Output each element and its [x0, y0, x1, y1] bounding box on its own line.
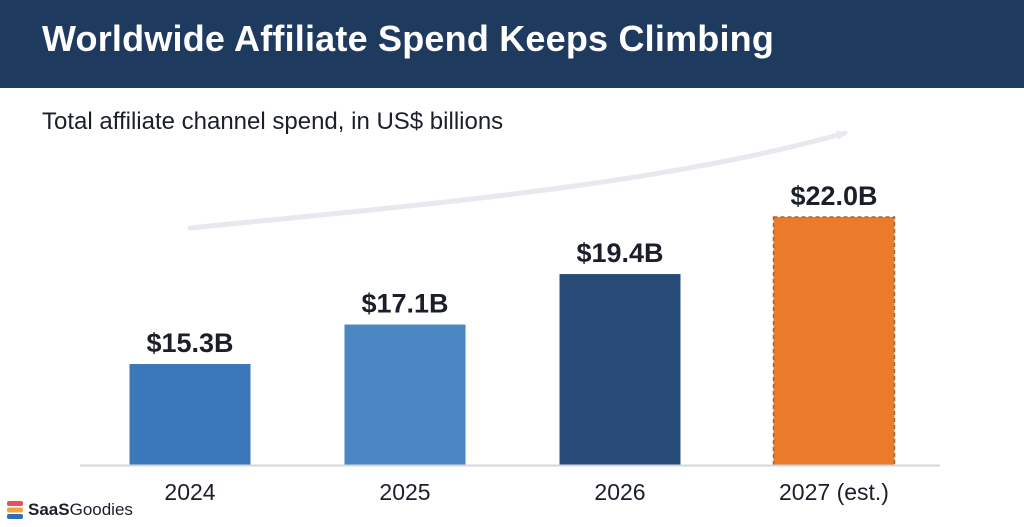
bar-2024 — [129, 364, 251, 465]
x-tick-label: 2024 — [164, 479, 215, 505]
x-tick-label: 2026 — [594, 479, 645, 505]
bar-2025 — [344, 324, 466, 465]
header-bar: Worldwide Affiliate Spend Keeps Climbing — [0, 0, 1024, 88]
data-label: $22.0B — [790, 181, 877, 211]
data-label: $17.1B — [361, 289, 448, 319]
data-label: $15.3B — [146, 328, 233, 358]
chart-subtitle: Total affiliate channel spend, in US$ bi… — [42, 108, 504, 135]
brand-name-regular: Goodies — [69, 500, 133, 519]
bar-2027 — [772, 216, 896, 466]
x-tick-label: 2027 (est.) — [779, 479, 889, 505]
brand-name-bold: SaaS — [28, 500, 70, 519]
brand-logo: SaaSGoodies — [6, 498, 133, 522]
data-label: $19.4B — [576, 238, 663, 268]
bar-2026 — [559, 274, 681, 465]
x-tick-label: 2025 — [379, 479, 430, 505]
brand-name: SaaSGoodies — [28, 500, 133, 520]
page-title: Worldwide Affiliate Spend Keeps Climbing — [42, 18, 775, 59]
brand-stack-icon — [7, 501, 23, 519]
trend-arrow — [187, 130, 848, 231]
